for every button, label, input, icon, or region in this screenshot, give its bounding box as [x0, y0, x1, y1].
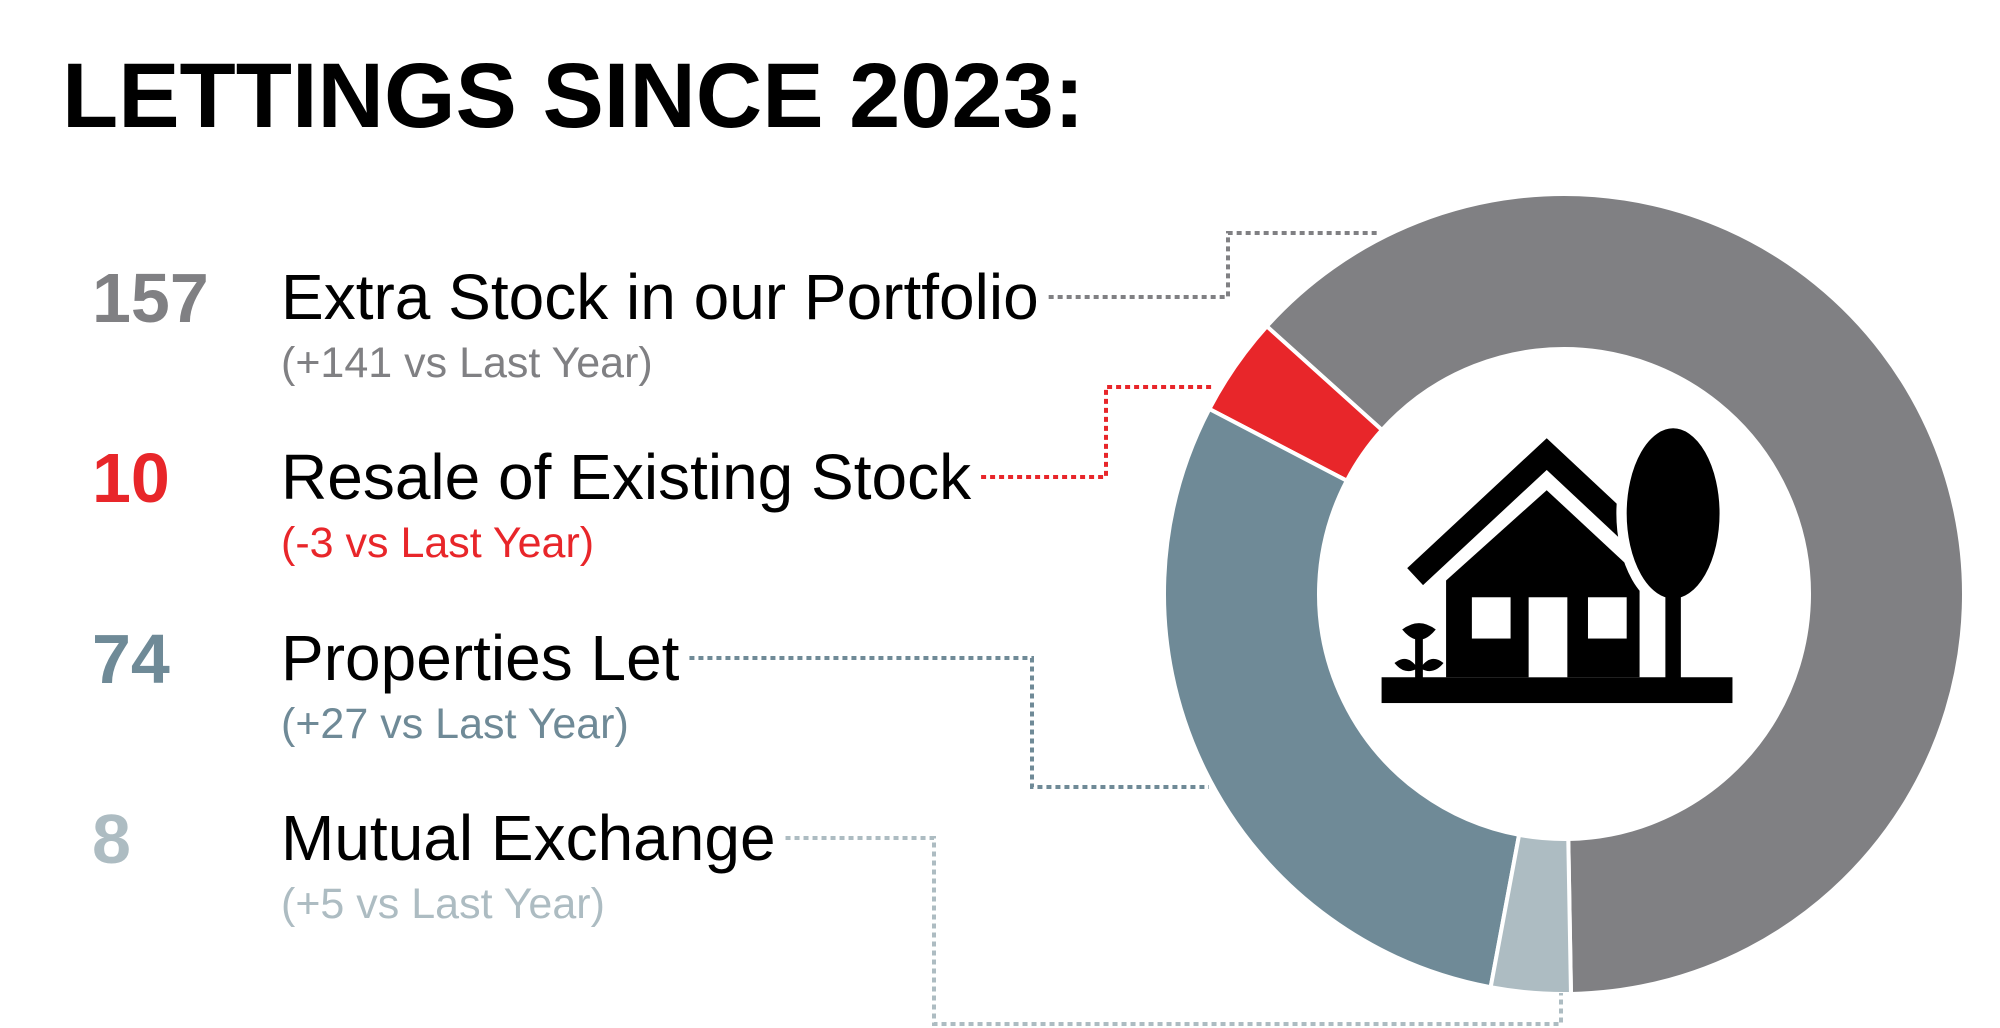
category-label: Resale of Existing Stock	[281, 441, 972, 513]
change-label: (-3 vs Last Year)	[281, 519, 594, 567]
connector	[785, 836, 1563, 1026]
change-label: (+27 vs Last Year)	[281, 700, 629, 748]
value-number: 157	[92, 259, 209, 337]
donut-segment	[1263, 192, 1966, 996]
category-label: Extra Stock in our Portfolio	[281, 261, 1039, 333]
category-label: Mutual Exchange	[281, 802, 776, 874]
connector	[1048, 231, 1380, 299]
connector	[689, 656, 1209, 789]
change-label: (+141 vs Last Year)	[281, 339, 653, 387]
value-number: 10	[92, 439, 170, 517]
value-number: 74	[92, 620, 170, 698]
donut-segment	[1162, 406, 1522, 990]
connector	[981, 385, 1215, 479]
change-label: (+5 vs Last Year)	[281, 880, 605, 928]
category-label: Properties Let	[281, 622, 680, 694]
house-icon	[1381, 417, 1733, 704]
value-number: 8	[92, 800, 131, 878]
donut	[1162, 192, 1966, 996]
chart-title: LETTINGS SINCE 2023:	[62, 45, 1084, 147]
legend: 157 Extra Stock in our Portfolio (+141 vs …	[92, 231, 1563, 1026]
donut-segment	[1488, 832, 1574, 996]
